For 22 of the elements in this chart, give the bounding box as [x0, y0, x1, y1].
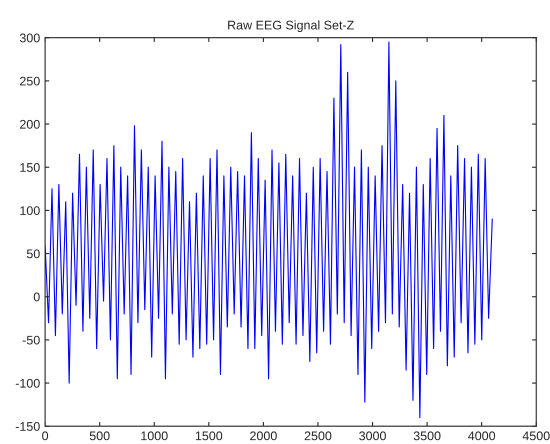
chart-title: Raw EEG Signal Set-Z — [228, 20, 354, 32]
x-tick-label: 1000 — [141, 431, 168, 440]
y-tick-label: 300 — [20, 34, 40, 42]
y-tick-label: -50 — [22, 336, 40, 345]
x-tick-label: 3500 — [414, 431, 441, 440]
y-tick-label: 250 — [20, 76, 40, 86]
x-tick-label: 500 — [90, 431, 110, 440]
y-tick-label: 150 — [20, 163, 40, 172]
y-tick-label: 100 — [20, 206, 40, 216]
x-tick-label: 2500 — [304, 431, 332, 440]
y-tick-label: 0 — [34, 292, 40, 302]
x-tick-label: 0 — [42, 431, 48, 440]
x-tick-label: 4500 — [522, 431, 550, 440]
x-tick-label: 2000 — [250, 431, 277, 440]
x-tick-label: 3000 — [359, 431, 386, 440]
y-tick-label: -150 — [16, 422, 40, 431]
x-tick-label: 4000 — [468, 431, 496, 440]
line-series — [45, 42, 493, 418]
x-tick-label: 1500 — [196, 431, 222, 440]
y-tick-label: 200 — [20, 120, 40, 129]
y-tick-label: 50 — [26, 249, 40, 258]
y-tick-label: -100 — [16, 378, 40, 388]
